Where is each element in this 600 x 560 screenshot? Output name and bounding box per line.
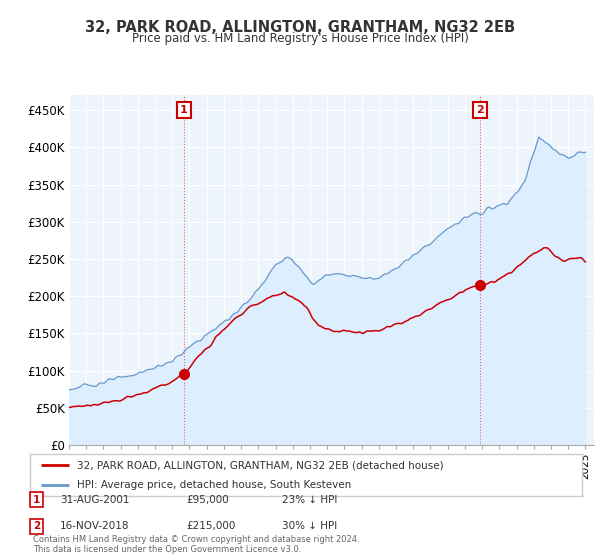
Text: 1: 1: [33, 494, 40, 505]
Text: Price paid vs. HM Land Registry's House Price Index (HPI): Price paid vs. HM Land Registry's House …: [131, 32, 469, 45]
Text: 23% ↓ HPI: 23% ↓ HPI: [282, 494, 337, 505]
Text: £215,000: £215,000: [186, 521, 235, 531]
Text: HPI: Average price, detached house, South Kesteven: HPI: Average price, detached house, Sout…: [77, 480, 351, 490]
Text: 2: 2: [33, 521, 40, 531]
Text: Contains HM Land Registry data © Crown copyright and database right 2024.
This d: Contains HM Land Registry data © Crown c…: [33, 535, 359, 554]
Text: 31-AUG-2001: 31-AUG-2001: [60, 494, 130, 505]
Text: 2: 2: [476, 105, 484, 115]
Text: 1: 1: [180, 105, 188, 115]
Text: £95,000: £95,000: [186, 494, 229, 505]
Text: 32, PARK ROAD, ALLINGTON, GRANTHAM, NG32 2EB (detached house): 32, PARK ROAD, ALLINGTON, GRANTHAM, NG32…: [77, 460, 443, 470]
Text: 30% ↓ HPI: 30% ↓ HPI: [282, 521, 337, 531]
Text: 32, PARK ROAD, ALLINGTON, GRANTHAM, NG32 2EB: 32, PARK ROAD, ALLINGTON, GRANTHAM, NG32…: [85, 20, 515, 35]
Text: 16-NOV-2018: 16-NOV-2018: [60, 521, 130, 531]
